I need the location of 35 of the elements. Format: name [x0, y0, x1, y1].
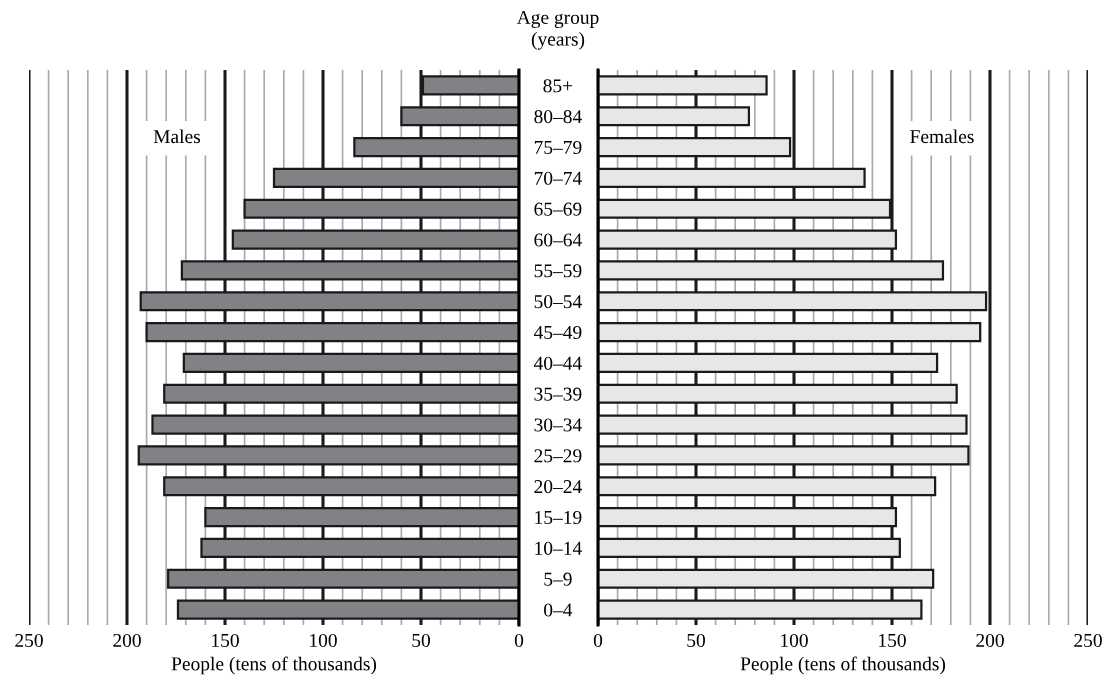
- y-tick-label: 0–4: [544, 603, 573, 617]
- y-axis-title: Age group (years): [516, 10, 599, 50]
- y-tick-label: 20–24: [534, 480, 582, 494]
- y-tick-label: 45–49: [533, 325, 582, 340]
- x-tick-label: 250: [1074, 633, 1102, 648]
- x-axis-title: People (tens of thousands): [171, 656, 377, 675]
- annotation: Males: [153, 129, 201, 144]
- annotation: Females: [910, 129, 974, 144]
- x-tick-label: 250: [15, 633, 43, 648]
- y-tick-label: 25–29: [534, 449, 582, 463]
- y-tick-label: 50–54: [534, 295, 582, 309]
- x-tick-label: 200: [976, 633, 1004, 648]
- x-tick-label: 0: [593, 633, 603, 648]
- y-tick-label: 30–34: [534, 418, 582, 432]
- y-tick-label: 60–64: [534, 233, 582, 247]
- x-tick-label: 50: [687, 633, 705, 648]
- x-tick-label: 50: [412, 633, 430, 648]
- x-tick-label: 100: [781, 633, 808, 648]
- y-tick-label: 75–79: [534, 140, 582, 155]
- x-tick-label: 0: [514, 633, 524, 648]
- x-tick-label: 150: [879, 633, 906, 648]
- y-tick-label: 40–44: [533, 356, 582, 370]
- y-tick-label: 85+: [543, 79, 573, 93]
- y-tick-label: 10–14: [535, 541, 582, 555]
- x-tick-label: 100: [310, 633, 337, 648]
- y-tick-label: 5–9: [544, 572, 572, 586]
- y-tick-label: 80–84: [534, 110, 582, 124]
- y-tick-label: 15–19: [535, 510, 582, 525]
- x-tick-label: 200: [113, 633, 141, 648]
- x-tick-label: 150: [212, 633, 239, 648]
- x-axis-title: People (tens of thousands): [740, 656, 946, 675]
- y-tick-label: 65–69: [534, 202, 582, 216]
- y-tick-label: 35–39: [534, 387, 582, 401]
- y-tick-label: 70–74: [534, 171, 582, 185]
- y-tick-label: 55–59: [534, 264, 582, 278]
